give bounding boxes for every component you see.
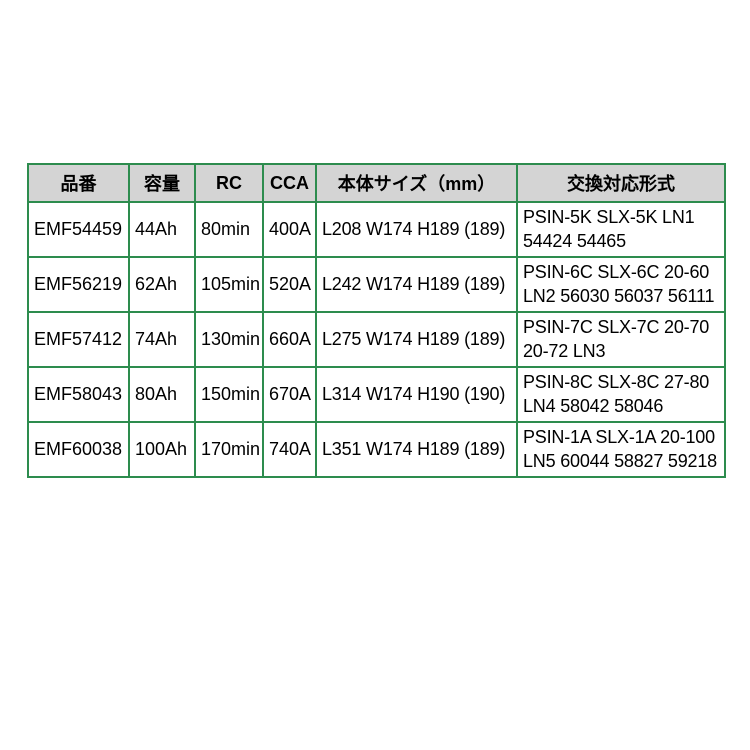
- cell-part-number: EMF60038: [27, 421, 130, 478]
- cell-compatible-formats: PSIN-7C SLX-7C 20-70 20-72 LN3: [516, 311, 726, 368]
- cell-part-number: EMF56219: [27, 256, 130, 313]
- cell-compatible-formats: PSIN-8C SLX-8C 27-80 LN4 58042 58046: [516, 366, 726, 423]
- cell-compatible-formats: PSIN-1A SLX-1A 20-100 LN5 60044 58827 59…: [516, 421, 726, 478]
- cell-compatible-formats: PSIN-6C SLX-6C 20-60 LN2 56030 56037 561…: [516, 256, 726, 313]
- header-compatible-formats: 交換対応形式: [516, 163, 726, 203]
- header-rc: RC: [194, 163, 264, 203]
- cell-cca: 740A: [262, 421, 317, 478]
- cell-capacity: 80Ah: [128, 366, 196, 423]
- cell-rc: 80min: [194, 201, 264, 258]
- cell-cca: 520A: [262, 256, 317, 313]
- cell-capacity: 44Ah: [128, 201, 196, 258]
- cell-cca: 400A: [262, 201, 317, 258]
- header-row: 品番 容量 RC CCA 本体サイズ（mm） 交換対応形式: [27, 163, 726, 203]
- header-part-number: 品番: [27, 163, 130, 203]
- cell-body-size: L314 W174 H190 (190): [315, 366, 518, 423]
- cell-capacity: 100Ah: [128, 421, 196, 478]
- cell-compatible-formats: PSIN-5K SLX-5K LN1 54424 54465: [516, 201, 726, 258]
- table-row: EMF56219 62Ah 105min 520A L242 W174 H189…: [27, 256, 726, 313]
- cell-part-number: EMF58043: [27, 366, 130, 423]
- cell-body-size: L208 W174 H189 (189): [315, 201, 518, 258]
- table-row: EMF58043 80Ah 150min 670A L314 W174 H190…: [27, 366, 726, 423]
- cell-cca: 660A: [262, 311, 317, 368]
- cell-body-size: L351 W174 H189 (189): [315, 421, 518, 478]
- table-row: EMF60038 100Ah 170min 740A L351 W174 H18…: [27, 421, 726, 478]
- cell-part-number: EMF54459: [27, 201, 130, 258]
- cell-rc: 170min: [194, 421, 264, 478]
- header-capacity: 容量: [128, 163, 196, 203]
- cell-part-number: EMF57412: [27, 311, 130, 368]
- table-row: EMF54459 44Ah 80min 400A L208 W174 H189 …: [27, 201, 726, 258]
- cell-rc: 105min: [194, 256, 264, 313]
- cell-capacity: 74Ah: [128, 311, 196, 368]
- header-cca: CCA: [262, 163, 317, 203]
- battery-spec-table: 品番 容量 RC CCA 本体サイズ（mm） 交換対応形式 EMF54459 4…: [27, 163, 726, 478]
- cell-rc: 130min: [194, 311, 264, 368]
- cell-rc: 150min: [194, 366, 264, 423]
- table-row: EMF57412 74Ah 130min 660A L275 W174 H189…: [27, 311, 726, 368]
- cell-body-size: L275 W174 H189 (189): [315, 311, 518, 368]
- cell-body-size: L242 W174 H189 (189): [315, 256, 518, 313]
- cell-cca: 670A: [262, 366, 317, 423]
- header-body-size: 本体サイズ（mm）: [315, 163, 518, 203]
- cell-capacity: 62Ah: [128, 256, 196, 313]
